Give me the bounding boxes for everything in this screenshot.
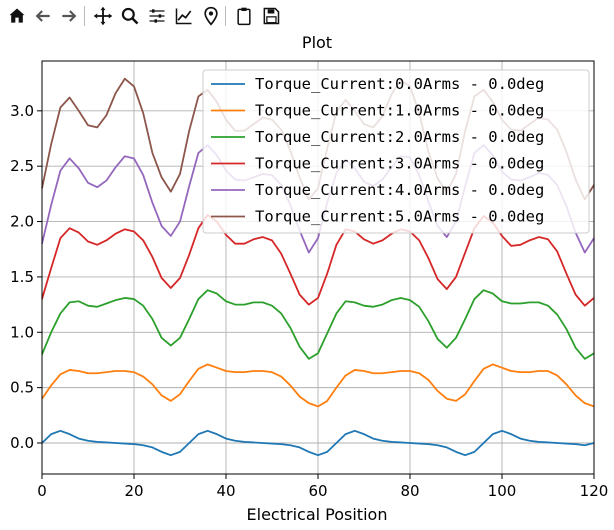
forward-arrow-icon	[62, 10, 77, 22]
y-tick-label: 3.0	[10, 102, 34, 120]
forward-arrow-button[interactable]	[57, 4, 81, 28]
home-icon	[9, 8, 25, 23]
legend-label: Torque_Current:5.0Arms - 0.0deg	[255, 208, 544, 226]
home-button[interactable]	[5, 4, 29, 28]
legend: Torque_Current:0.0Arms - 0.0deg Torque_Cu…	[202, 69, 590, 234]
x-tick-label: 80	[400, 482, 419, 500]
series-layer	[41, 77, 595, 457]
x-axis-label: Electrical Position	[247, 505, 388, 524]
clipboard-icon	[237, 7, 251, 26]
zoom-button[interactable]	[118, 4, 142, 28]
y-tick-label: 1.5	[10, 268, 34, 286]
y-tick-label: 2.0	[10, 213, 34, 231]
legend-label: Torque_Current:2.0Arms - 0.0deg	[255, 128, 544, 146]
toolbar	[0, 0, 614, 32]
edit-axis-button[interactable]	[172, 4, 196, 28]
save-icon	[263, 7, 280, 25]
legend-label: Torque_Current:1.0Arms - 0.0deg	[255, 102, 544, 120]
legend-box	[202, 69, 590, 234]
x-tick-label: 60	[308, 482, 327, 500]
toolbar-separator	[225, 6, 226, 26]
series-line-1	[41, 363, 595, 408]
chart-title: Plot	[302, 33, 332, 52]
legend-label: Torque_Current:0.0Arms - 0.0deg	[255, 75, 544, 93]
pan-button[interactable]	[91, 4, 115, 28]
edit-axis-icon	[175, 8, 192, 25]
configure-subplots-button[interactable]	[145, 4, 169, 28]
y-tick-label: 0.0	[10, 434, 34, 452]
x-tick-label: 120	[580, 482, 609, 500]
back-arrow-icon	[35, 10, 50, 22]
series-line-0	[41, 429, 595, 457]
back-arrow-button[interactable]	[31, 4, 55, 28]
pan-icon	[93, 6, 113, 26]
series-line-2	[41, 289, 595, 360]
legend-label: Torque_Current:4.0Arms - 0.0deg	[255, 181, 544, 199]
y-tick-label: 0.5	[10, 379, 34, 397]
ticks: 0 20 40 60 80 100 120 0.0 0.5 1.0 1.5 2.0 2.5 3.0	[10, 102, 608, 500]
y-tick-label: 1.0	[10, 323, 34, 341]
location-pin-icon	[204, 6, 218, 26]
location-pin-button[interactable]	[199, 4, 223, 28]
toolbar-separator	[84, 6, 85, 26]
x-tick-label: 100	[488, 482, 517, 500]
clipboard-button[interactable]	[232, 4, 256, 28]
x-tick-label: 0	[37, 482, 47, 500]
configure-subplots-icon	[149, 9, 165, 23]
x-tick-label: 40	[216, 482, 235, 500]
series-line-3	[41, 214, 595, 307]
y-tick-label: 2.5	[10, 157, 34, 175]
zoom-icon	[121, 7, 139, 25]
legend-label: Torque_Current:3.0Arms - 0.0deg	[255, 155, 544, 173]
x-tick-label: 20	[124, 482, 143, 500]
save-button[interactable]	[259, 4, 283, 28]
